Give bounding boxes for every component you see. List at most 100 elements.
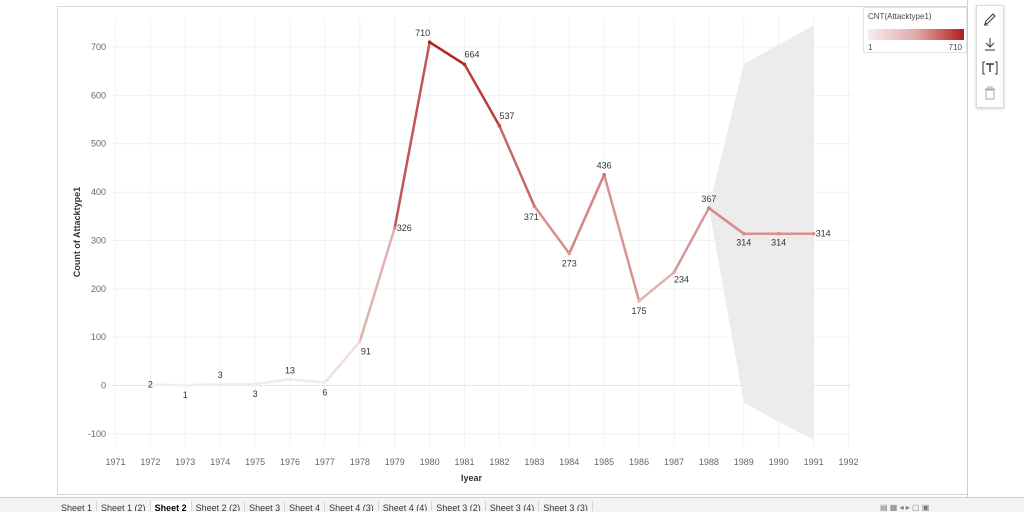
forecast-point [777, 232, 781, 236]
tab-sheet-1-2[interactable]: Sheet 1 (2) [97, 501, 151, 511]
x-tick-label: 1991 [804, 457, 824, 467]
tab-sheet-3-4[interactable]: Sheet 3 (4) [486, 501, 540, 511]
data-label: 3 [218, 370, 223, 380]
data-point [498, 124, 502, 128]
data-point [323, 381, 327, 385]
y-tick-label: 400 [91, 187, 106, 197]
data-label: 371 [524, 212, 539, 222]
data-label: 436 [597, 161, 612, 171]
download-icon[interactable] [980, 34, 1000, 54]
data-label: 13 [285, 365, 295, 375]
x-tick-label: 1971 [105, 457, 125, 467]
data-point [253, 382, 257, 386]
x-tick-label: 1972 [140, 457, 160, 467]
data-label: 234 [674, 274, 689, 284]
data-point [533, 204, 537, 208]
x-tick-label: 1983 [524, 457, 544, 467]
color-legend[interactable]: CNT(Attacktype1) 1 710 [863, 7, 967, 53]
x-tick-label: 1992 [838, 457, 858, 467]
series-line-segment [395, 42, 430, 228]
data-point [288, 377, 292, 381]
x-tick-label: 1990 [769, 457, 789, 467]
data-label: 2 [148, 380, 153, 390]
forecast-point [742, 232, 746, 236]
x-tick-label: 1976 [280, 457, 300, 467]
data-label: 664 [465, 49, 480, 59]
y-tick-label: 100 [91, 332, 106, 342]
series-line-segment [185, 384, 220, 385]
series-line-segment [499, 126, 534, 206]
x-tick-label: 1978 [350, 457, 370, 467]
tab-sheet-4[interactable]: Sheet 4 [285, 501, 325, 511]
data-label: 326 [397, 223, 412, 233]
x-tick-label: 1984 [559, 457, 579, 467]
data-label: 6 [322, 388, 327, 398]
y-axis-title: Count of Attacktype1 [72, 187, 82, 277]
series-line-segment [325, 342, 360, 383]
x-tick-label: 1979 [385, 457, 405, 467]
data-label: 91 [361, 347, 371, 357]
tab-sheet-2[interactable]: Sheet 2 [151, 501, 192, 511]
series-line-segment [255, 379, 290, 384]
data-point [567, 252, 571, 256]
legend-title: CNT(Attacktype1) [868, 12, 932, 21]
chart-toolbar [976, 5, 1004, 108]
x-tick-label: 1973 [175, 457, 195, 467]
tab-sheet-3-3[interactable]: Sheet 3 (3) [539, 501, 593, 511]
data-point [218, 382, 222, 386]
y-tick-label: 500 [91, 139, 106, 149]
y-tick-label: 0 [101, 381, 106, 391]
series-line-segment [534, 206, 569, 253]
x-tick-label: 1988 [699, 457, 719, 467]
x-tick-label: 1982 [489, 457, 509, 467]
legend-min-label: 1 [868, 43, 872, 52]
tab-sheet-4-4[interactable]: Sheet 4 (4) [379, 501, 433, 511]
tab-sheet-2-2[interactable]: Sheet 2 (2) [192, 501, 246, 511]
y-tick-label: 700 [91, 42, 106, 52]
y-tick-label: 300 [91, 235, 106, 245]
series-line-segment [569, 175, 604, 254]
x-tick-label: 1989 [734, 457, 754, 467]
series-line-segment [639, 272, 674, 301]
forecast-label: 314 [816, 229, 831, 239]
data-point [637, 299, 641, 303]
x-tick-label: 1975 [245, 457, 265, 467]
data-label: 3 [253, 389, 258, 399]
data-label: 367 [701, 194, 716, 204]
x-tick-label: 1981 [455, 457, 475, 467]
text-icon[interactable] [980, 58, 1000, 78]
data-point [463, 63, 467, 67]
data-point [358, 340, 362, 344]
data-point [707, 206, 711, 210]
data-label: 537 [499, 111, 514, 121]
legend-color-ramp [868, 29, 964, 40]
data-point [428, 40, 432, 44]
tab-sheet-4-3[interactable]: Sheet 4 (3) [325, 501, 379, 511]
data-label: 1 [183, 390, 188, 400]
series-line-segment [604, 175, 639, 301]
series-line-segment [430, 42, 465, 64]
tab-sheet-1[interactable]: Sheet 1 [57, 501, 97, 511]
data-label: 273 [562, 259, 577, 269]
tab-sheet-3[interactable]: Sheet 3 [245, 501, 285, 511]
line-chart: 2133136913267106645373712734361752343673… [0, 0, 968, 497]
trash-icon[interactable] [980, 83, 1000, 103]
data-point [184, 383, 188, 387]
series-line-segment [290, 379, 325, 382]
pencil-icon[interactable] [980, 9, 1000, 29]
y-tick-label: -100 [88, 429, 106, 439]
data-label: 710 [415, 28, 430, 38]
tab-sheet-3-2[interactable]: Sheet 3 (2) [432, 501, 486, 511]
x-tick-label: 1974 [210, 457, 230, 467]
x-axis-title: Iyear [461, 473, 483, 483]
legend-max-label: 710 [949, 43, 962, 52]
x-tick-label: 1980 [420, 457, 440, 467]
x-tick-label: 1977 [315, 457, 335, 467]
y-tick-label: 600 [91, 90, 106, 100]
y-tick-label: 200 [91, 284, 106, 294]
x-tick-label: 1987 [664, 457, 684, 467]
data-label: 175 [632, 306, 647, 316]
data-point [602, 173, 606, 177]
forecast-label: 314 [771, 238, 786, 248]
